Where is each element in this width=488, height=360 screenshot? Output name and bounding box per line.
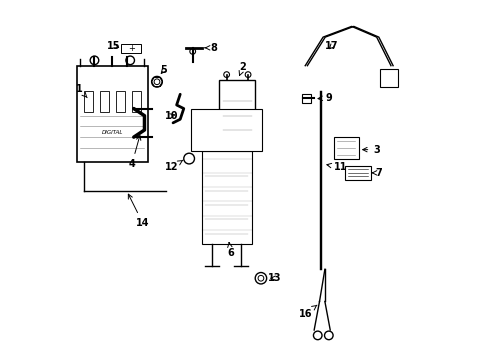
Circle shape (189, 49, 195, 54)
Text: 4: 4 (128, 135, 141, 169)
Text: 11: 11 (326, 162, 347, 172)
FancyBboxPatch shape (132, 91, 141, 112)
Text: 3: 3 (362, 145, 379, 155)
Text: 17: 17 (325, 41, 338, 51)
Text: 10: 10 (164, 111, 178, 121)
Text: 14: 14 (128, 194, 149, 228)
Circle shape (313, 331, 322, 340)
FancyBboxPatch shape (333, 137, 358, 158)
FancyBboxPatch shape (116, 91, 124, 112)
Circle shape (244, 72, 250, 77)
Text: 12: 12 (164, 160, 183, 172)
Circle shape (224, 72, 229, 77)
Text: DIGITAL: DIGITAL (102, 130, 123, 135)
FancyBboxPatch shape (301, 94, 310, 103)
Text: 13: 13 (267, 273, 281, 283)
Text: 6: 6 (227, 243, 234, 258)
Circle shape (258, 275, 263, 281)
Text: 1: 1 (76, 84, 87, 98)
FancyBboxPatch shape (77, 66, 148, 162)
Text: 2: 2 (239, 63, 245, 76)
Text: 7: 7 (371, 168, 381, 178)
FancyBboxPatch shape (121, 44, 141, 53)
Circle shape (151, 76, 162, 87)
FancyBboxPatch shape (100, 91, 108, 112)
Text: 9: 9 (317, 93, 331, 103)
Text: 8: 8 (204, 43, 217, 53)
Circle shape (90, 56, 99, 64)
FancyBboxPatch shape (219, 80, 255, 144)
FancyBboxPatch shape (201, 152, 251, 244)
Circle shape (324, 331, 332, 340)
FancyBboxPatch shape (190, 109, 262, 152)
FancyBboxPatch shape (344, 166, 370, 180)
Circle shape (255, 273, 266, 284)
FancyBboxPatch shape (380, 69, 397, 87)
Circle shape (183, 153, 194, 164)
Text: 15: 15 (107, 41, 121, 51)
Circle shape (154, 79, 160, 85)
Text: +: + (127, 44, 134, 53)
Text: 16: 16 (298, 305, 316, 319)
FancyBboxPatch shape (83, 91, 93, 112)
Circle shape (125, 56, 134, 64)
Text: 5: 5 (161, 65, 167, 75)
